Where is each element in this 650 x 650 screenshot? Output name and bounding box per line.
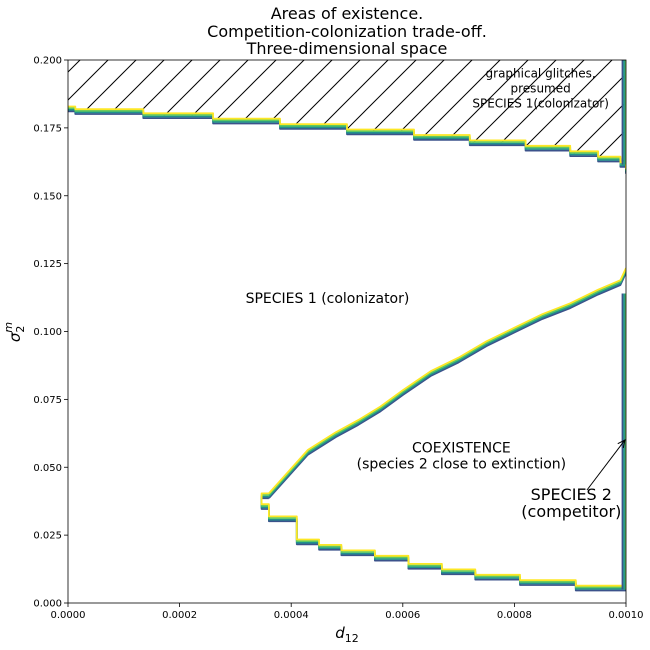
annotation-1-line-0: SPECIES 1 (colonizator) <box>246 291 410 307</box>
y-tick-label: 0.200 <box>33 56 62 67</box>
annotation-0-line-1: presumed <box>511 82 571 96</box>
chart-title-line-3: Three-dimensional space <box>246 39 448 58</box>
x-axis-label-subscript: 12 <box>345 632 359 645</box>
chart-title-line-2: Competition-colonization trade-off. <box>207 22 487 41</box>
y-tick-label: 0.050 <box>33 463 62 474</box>
y-tick-label: 0.150 <box>33 191 62 202</box>
x-tick-label: 0.0002 <box>162 610 197 621</box>
annotation-0-line-0: graphical glitches, <box>486 67 596 81</box>
coexistence-upper-contour-level-4 <box>268 267 626 495</box>
x-tick-label: 0.0008 <box>497 610 532 621</box>
y-axis-label: σ2m <box>2 322 27 342</box>
annotation-3-line-0: SPECIES 2 <box>531 485 612 504</box>
y-tick-label: 0.100 <box>33 327 62 338</box>
y-axis-label-subscript: 2 <box>14 326 27 333</box>
upper-boundary-contour-level-3 <box>68 107 626 171</box>
annotation-0-line-2: SPECIES 1(colonizator) <box>472 97 609 111</box>
coexistence-lower-contour-level-4 <box>260 492 626 587</box>
annotation-arrow-head <box>617 439 626 449</box>
y-tick-label: 0.025 <box>33 531 62 542</box>
annotation-3-line-1: (competitor) <box>521 502 621 521</box>
y-tick-label: 0.175 <box>33 123 62 134</box>
annotation-2-line-0: COEXISTENCE <box>412 440 511 456</box>
x-axis-ticks: 0.0000 0.0002 0.0004 0.0006 0.0008 0.0010 <box>51 603 644 621</box>
y-axis-label-main: σ <box>6 332 24 342</box>
x-axis-label-main: d <box>335 624 345 642</box>
chart-title-line-1: Areas of existence. <box>271 4 424 23</box>
coexistence-upper-contour-level-1 <box>268 272 626 499</box>
x-tick-label: 0.0006 <box>385 610 420 621</box>
hatched-region <box>68 60 626 172</box>
svg-text:σ2m: σ2m <box>2 322 27 342</box>
hatched-region-layer <box>68 60 626 172</box>
y-tick-label: 0.075 <box>33 395 62 406</box>
upper-boundary-contour-level-2 <box>68 108 626 173</box>
x-tick-label: 0.0004 <box>274 610 309 621</box>
upper-boundary-contour-level-4 <box>68 105 626 169</box>
y-tick-label: 0.125 <box>33 259 62 270</box>
coexistence-upper-contour-level-2 <box>268 270 626 498</box>
upper-boundary-contour-level-1 <box>68 110 626 174</box>
y-axis-label-superscript: m <box>2 322 15 333</box>
y-tick-label: 0.000 <box>33 599 62 610</box>
y-axis-ticks: 0.000 0.025 0.050 0.075 0.100 0.125 0.150 0.175… <box>33 56 68 610</box>
coexistence-upper-contour-level-3 <box>268 269 626 496</box>
x-tick-label: 0.0010 <box>609 610 644 621</box>
annotation-2-line-1: (species 2 close to extinction) <box>357 456 566 472</box>
annotation-arrow-line <box>586 439 626 491</box>
x-tick-label: 0.0000 <box>51 610 86 621</box>
x-axis-label: d12 <box>335 624 359 645</box>
